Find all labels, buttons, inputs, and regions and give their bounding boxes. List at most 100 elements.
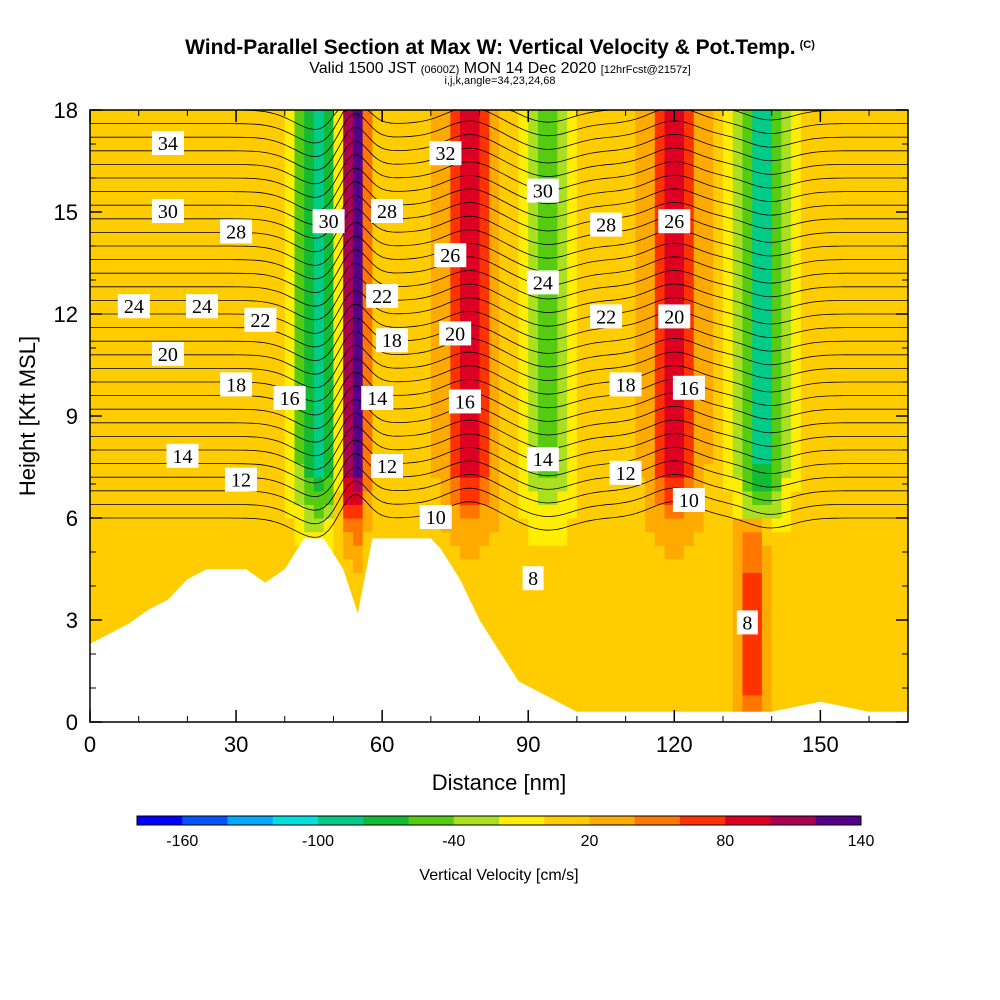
velocity-cell (586, 613, 597, 628)
velocity-cell (645, 259, 656, 274)
velocity-cell (440, 436, 451, 451)
velocity-cell (352, 463, 364, 478)
velocity-cell (343, 341, 354, 356)
velocity-cell (557, 531, 568, 546)
velocity-cell (752, 545, 763, 560)
velocity-cell (479, 368, 490, 383)
velocity-cell (586, 110, 597, 125)
velocity-cell (888, 558, 899, 573)
velocity-cell (333, 327, 344, 342)
velocity-cell (255, 436, 266, 451)
velocity-cell (528, 654, 539, 669)
velocity-cell (460, 286, 471, 301)
velocity-cell (411, 341, 422, 356)
velocity-cell (508, 110, 520, 125)
velocity-cell (771, 286, 783, 301)
velocity-cell (518, 246, 529, 261)
velocity-cell (537, 205, 549, 220)
velocity-cell (236, 300, 247, 315)
velocity-cell (401, 518, 412, 533)
velocity-cell (109, 314, 120, 329)
velocity-cell (284, 463, 296, 478)
velocity-cell (635, 545, 646, 560)
velocity-cell (167, 164, 179, 179)
velocity-cell (625, 232, 636, 247)
velocity-cell (800, 422, 812, 437)
velocity-cell (888, 205, 899, 220)
velocity-cell (576, 341, 588, 356)
velocity-cell (576, 273, 588, 288)
velocity-cell (323, 300, 335, 315)
velocity-cell (645, 613, 656, 628)
velocity-cell (625, 667, 636, 682)
velocity-cell (245, 341, 257, 356)
velocity-cell (158, 273, 169, 288)
velocity-cell (508, 123, 520, 138)
velocity-cell (791, 640, 802, 655)
velocity-cell (421, 137, 432, 152)
velocity-cell (693, 259, 705, 274)
velocity-cell (820, 314, 831, 329)
velocity-cell (119, 218, 130, 233)
contour-line (90, 494, 908, 538)
velocity-cell (537, 640, 549, 655)
velocity-cell (722, 640, 734, 655)
velocity-cell (713, 110, 724, 125)
velocity-cell (800, 123, 812, 138)
velocity-cell (352, 504, 364, 519)
velocity-cell (869, 382, 880, 397)
velocity-cell (859, 681, 870, 696)
velocity-cell (596, 368, 607, 383)
velocity-cell (878, 286, 890, 301)
velocity-cell (606, 518, 617, 533)
velocity-cell (849, 477, 860, 492)
contour-label-text: 12 (231, 470, 251, 492)
velocity-cell (830, 422, 841, 437)
velocity-cell (479, 218, 490, 233)
velocity-cell (382, 409, 393, 424)
velocity-cell (138, 450, 150, 465)
velocity-cell (752, 477, 763, 492)
velocity-cell (294, 409, 305, 424)
velocity-cell (742, 164, 753, 179)
velocity-cell (810, 477, 821, 492)
velocity-cell (148, 178, 159, 193)
velocity-cell (859, 246, 870, 261)
velocity-cell (713, 246, 724, 261)
velocity-cell (732, 558, 744, 573)
velocity-cell (820, 667, 831, 682)
velocity-cell (518, 300, 529, 315)
velocity-cell (119, 504, 130, 519)
y-axis-label: Height [Kft MSL] (15, 336, 40, 496)
velocity-cell (479, 191, 490, 206)
contour-label: 20 (439, 321, 472, 346)
velocity-cell (547, 681, 559, 696)
colorbar-swatch (499, 816, 545, 825)
velocity-cell (391, 490, 403, 505)
velocity-cell (654, 572, 666, 587)
velocity-cell (576, 178, 588, 193)
velocity-cell (401, 395, 412, 410)
velocity-cell (839, 599, 851, 614)
contour-label: 12 (371, 454, 404, 478)
velocity-cell (148, 586, 159, 601)
velocity-cell (333, 395, 344, 410)
velocity-cell (576, 191, 588, 206)
velocity-cell (547, 259, 559, 274)
velocity-cell (109, 232, 120, 247)
velocity-cell (255, 477, 266, 492)
velocity-cell (343, 246, 354, 261)
velocity-cell (586, 450, 597, 465)
velocity-cell (197, 354, 208, 369)
velocity-cell (820, 368, 831, 383)
velocity-cell (898, 667, 909, 682)
velocity-cell (177, 504, 188, 519)
velocity-cell (810, 409, 821, 424)
velocity-cell (109, 150, 120, 165)
velocity-cell (352, 246, 364, 261)
velocity-cell (401, 150, 412, 165)
velocity-cell (810, 191, 821, 206)
velocity-cell (333, 286, 344, 301)
velocity-cell (372, 110, 383, 125)
velocity-cell (352, 409, 364, 424)
